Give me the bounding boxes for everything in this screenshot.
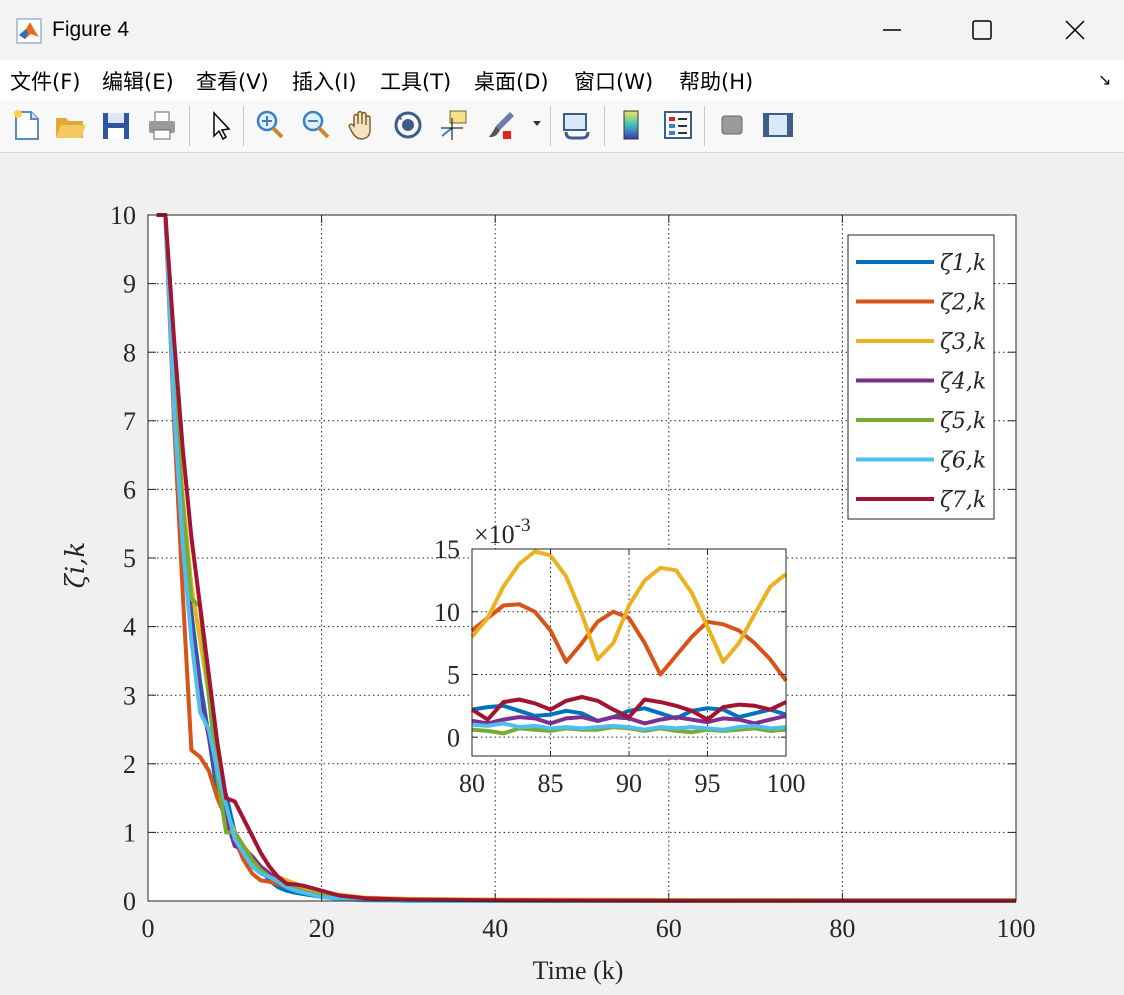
legend-label-7: ζ7,k (940, 488, 986, 513)
y-axis-label: ζi,k (61, 542, 91, 588)
x-tick-label: 20 (309, 914, 335, 943)
y-tick-label: 7 (123, 407, 136, 436)
legend-label-4: ζ4,k (940, 370, 986, 395)
legend-label-5: ζ5,k (940, 409, 986, 434)
x-tick-label: 100 (997, 914, 1036, 943)
zoom-in-icon[interactable] (252, 106, 288, 144)
data-cursor-icon[interactable] (436, 106, 472, 144)
rotate-3d-icon[interactable] (390, 106, 426, 144)
menu-window[interactable]: 窗口(W) (574, 70, 654, 94)
legend: ζ1,k ζ2,k ζ3,k ζ4,k ζ5,k ζ6,k ζ7,k (847, 234, 995, 520)
inset-ticks: 80 85 90 95 100 0 5 10 15 (434, 535, 806, 798)
inset-exponent-power: -3 (515, 515, 531, 536)
x-tick-label: 95 (695, 769, 721, 798)
menu-file[interactable]: 文件(F) (10, 70, 81, 94)
dock-arrow-icon[interactable]: ↘ (1098, 72, 1112, 89)
link-plot-icon[interactable] (558, 106, 594, 144)
series-line-7 (156, 213, 1016, 903)
title-bar: Figure 4 (0, 0, 1124, 60)
inset-axes: 80 85 90 95 100 0 5 10 15 ×10-3 (434, 515, 806, 798)
menu-edit[interactable]: 编辑(E) (102, 70, 174, 94)
brush-dropdown-arrow-icon[interactable] (532, 118, 542, 128)
y-tick-label: 5 (123, 544, 136, 573)
figure-toolbar (0, 100, 1124, 153)
y-tick-label: 1 (123, 819, 136, 848)
hide-plot-tools-icon[interactable] (714, 106, 750, 144)
y-tick-label: 8 (123, 338, 136, 367)
menu-bar (0, 60, 1124, 100)
inset-series-lines (470, 549, 788, 736)
x-tick-label: 0 (142, 914, 155, 943)
pointer-icon[interactable] (202, 106, 238, 144)
maximize-icon (972, 20, 992, 40)
series-line-1 (471, 703, 787, 723)
x-tick-label: 100 (767, 769, 806, 798)
new-file-icon[interactable] (8, 106, 44, 144)
y-tick-label: 0 (447, 723, 460, 752)
legend-box (847, 234, 995, 520)
minimize-icon (883, 29, 901, 31)
y-tick-label: 10 (110, 201, 136, 230)
figure-canvas: 0 20 40 60 80 100 0 1 2 3 4 5 6 7 8 9 10 Time (k) ζi,k ζ… (0, 153, 1124, 995)
minimize-button[interactable] (869, 8, 915, 52)
toolbar-separator (189, 106, 190, 146)
legend-label-6: ζ6,k (940, 449, 986, 474)
y-tick-label: 15 (434, 535, 460, 564)
y-tick-label: 6 (123, 476, 136, 505)
x-tick-label: 60 (656, 914, 682, 943)
close-button[interactable] (1052, 8, 1098, 52)
y-tick-label: 2 (123, 750, 136, 779)
y-tick-label: 3 (123, 681, 136, 710)
brush-icon[interactable] (484, 106, 520, 144)
show-plot-tools-icon[interactable] (760, 106, 796, 144)
y-tick-label: 10 (434, 598, 460, 627)
y-tick-label: 9 (123, 270, 136, 299)
toolbar-separator (604, 106, 605, 146)
x-axis-label: Time (k) (533, 956, 624, 985)
menu-help[interactable]: 帮助(H) (679, 70, 754, 94)
series-line-6 (471, 721, 787, 732)
menu-tools[interactable]: 工具(T) (380, 70, 452, 94)
legend-label-3: ζ3,k (940, 330, 986, 355)
zoom-out-icon[interactable] (298, 106, 334, 144)
save-icon[interactable] (98, 106, 134, 144)
series-line-2 (470, 602, 788, 682)
inset-exponent-base: ×10 (474, 520, 515, 549)
x-tick-label: 80 (829, 914, 855, 943)
maximize-button[interactable] (959, 8, 1005, 52)
menu-view[interactable]: 查看(V) (196, 70, 269, 94)
toolbar-separator (550, 106, 551, 146)
pan-hand-icon[interactable] (344, 106, 380, 144)
open-folder-icon[interactable] (52, 106, 88, 144)
toolbar-separator (704, 106, 705, 146)
y-tick-label: 4 (123, 613, 136, 642)
close-icon (1065, 20, 1085, 40)
x-tick-label: 90 (616, 769, 642, 798)
legend-icon[interactable] (660, 106, 696, 144)
print-icon[interactable] (144, 106, 180, 144)
legend-label-2: ζ2,k (940, 291, 986, 316)
x-tick-label: 80 (459, 769, 485, 798)
y-tick-label: 5 (447, 661, 460, 690)
y-tick-label: 0 (123, 887, 136, 916)
colorbar-icon[interactable] (614, 106, 650, 144)
menu-desktop[interactable]: 桌面(D) (474, 70, 549, 94)
legend-label-1: ζ1,k (940, 251, 986, 276)
series-line-3 (470, 549, 788, 664)
matlab-logo-icon (16, 18, 42, 44)
window-title: Figure 4 (52, 18, 130, 41)
inset-exponent-label: ×10-3 (474, 515, 531, 549)
toolbar-separator (243, 106, 244, 146)
menu-insert[interactable]: 插入(I) (292, 70, 357, 94)
x-tick-label: 40 (482, 914, 508, 943)
series-line-7 (470, 695, 787, 722)
x-tick-label: 85 (538, 769, 564, 798)
